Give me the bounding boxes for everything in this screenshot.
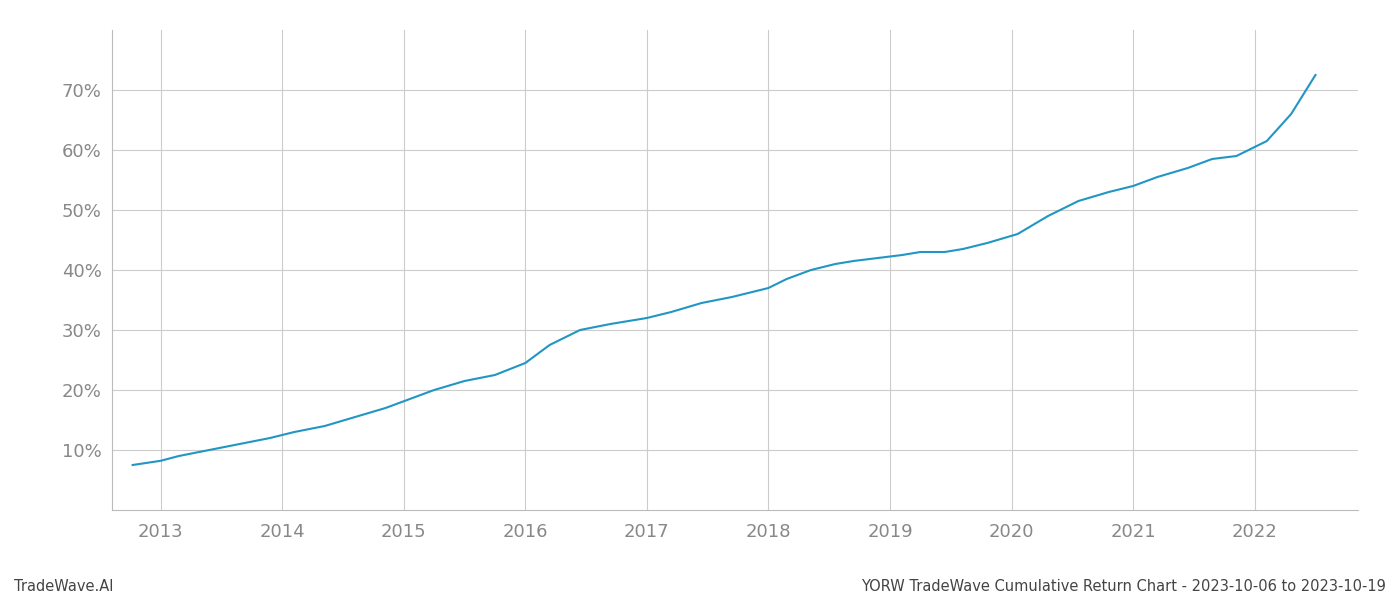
- Text: YORW TradeWave Cumulative Return Chart - 2023-10-06 to 2023-10-19: YORW TradeWave Cumulative Return Chart -…: [861, 579, 1386, 594]
- Text: TradeWave.AI: TradeWave.AI: [14, 579, 113, 594]
